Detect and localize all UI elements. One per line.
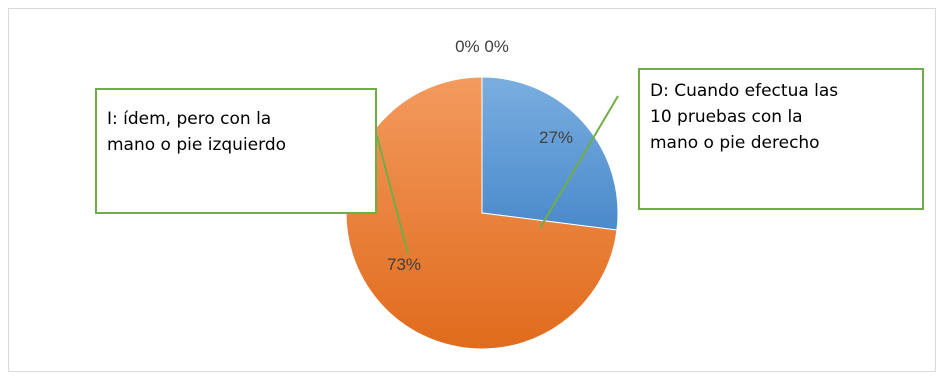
data-label-i: 73% (387, 255, 421, 274)
callout-left-hand: I: ídem, pero con la mano o pie izquierd… (95, 88, 377, 214)
leader-line-d (539, 95, 619, 229)
callout-right-hand: D: Cuando efectua las 10 pruebas con la … (638, 68, 924, 210)
callout-right-hand-text: D: Cuando efectua las 10 pruebas con la … (650, 81, 839, 153)
data-label-d: 27% (539, 128, 573, 147)
callout-left-hand-text: I: ídem, pero con la mano o pie izquierd… (107, 109, 287, 155)
leader-line-i (376, 135, 409, 255)
pie-slice-d (481, 76, 619, 231)
data-label-zero-slices: 0% 0% (455, 37, 509, 56)
pie-slice-i (345, 76, 618, 350)
